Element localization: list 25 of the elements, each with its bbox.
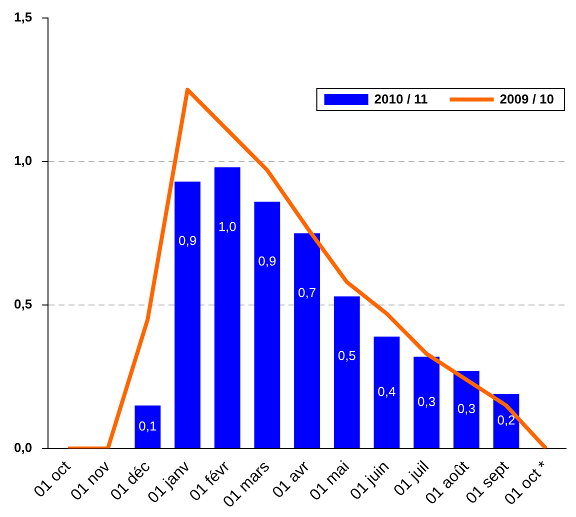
- bar: [374, 336, 400, 448]
- data-label: 0,7: [298, 284, 316, 300]
- data-label: 0,1: [138, 418, 157, 434]
- bar: [334, 296, 360, 448]
- y-tick-label: 1,5: [14, 10, 32, 25]
- data-label: 0,5: [338, 348, 356, 364]
- legend-label: 2010 / 11: [374, 92, 428, 107]
- bar: [174, 182, 200, 448]
- legend-label: 2009 / 10: [500, 92, 554, 107]
- data-label: 0,2: [497, 412, 516, 428]
- bar: [453, 371, 480, 448]
- bar: [134, 406, 161, 448]
- data-label: 0,9: [178, 233, 197, 248]
- y-tick-label: 1,0: [14, 153, 32, 168]
- bar: [294, 233, 320, 448]
- data-label: 0,3: [418, 394, 436, 409]
- bar: [254, 202, 280, 448]
- data-label: 0,3: [457, 401, 476, 416]
- data-label: 0,9: [258, 253, 276, 268]
- y-tick-label: 0,0: [14, 440, 32, 456]
- data-label: 0,4: [378, 384, 396, 399]
- bar: [414, 356, 440, 448]
- bar: [214, 167, 240, 448]
- y-tick-label: 0,5: [14, 296, 32, 312]
- data-label: 1,0: [218, 218, 236, 234]
